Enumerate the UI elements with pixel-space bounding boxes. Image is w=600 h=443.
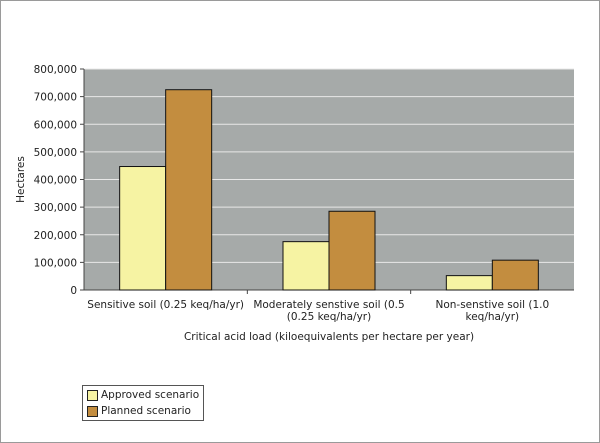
x-category-label: Non-senstive soil (1.0 [435, 299, 549, 311]
x-category-label: (0.25 keq/ha/yr) [287, 311, 371, 323]
legend: Approved scenario Planned scenario [82, 385, 204, 421]
x-category-label: keq/ha/yr) [466, 311, 520, 323]
bar-planned-1 [328, 210, 376, 291]
x-axis-title: Critical acid load (kiloequivalents per … [184, 331, 474, 343]
legend-swatch-approved [87, 389, 98, 401]
legend-label-approved: Approved scenario [101, 389, 200, 401]
y-tick-label: 700,000 [34, 92, 77, 104]
legend-label-planned: Planned scenario [101, 405, 191, 417]
y-tick-label: 300,000 [34, 202, 77, 214]
legend-item-planned: Planned scenario [87, 404, 191, 418]
legend-item-approved: Approved scenario [87, 388, 199, 402]
bar-approved-1 [282, 241, 330, 291]
y-tick-label: 400,000 [34, 175, 77, 187]
y-tick-label: 600,000 [34, 119, 77, 131]
y-tick-label: 800,000 [34, 64, 77, 76]
y-tick-label: 200,000 [34, 230, 77, 242]
x-category-label: Sensitive soil (0.25 keq/ha/yr) [87, 299, 244, 311]
bar-planned-2 [491, 259, 539, 291]
bar-approved-0 [119, 166, 167, 291]
bar-planned-0 [165, 89, 213, 291]
x-category-label: Moderately senstive soil (0.5 [253, 299, 404, 311]
y-tick-label: 100,000 [34, 257, 77, 269]
bar-approved-2 [445, 275, 493, 291]
y-axis-title: Hectares [15, 156, 27, 203]
y-tick-label: 500,000 [34, 147, 77, 159]
legend-swatch-planned [87, 405, 98, 417]
y-tick-label: 0 [70, 285, 77, 297]
